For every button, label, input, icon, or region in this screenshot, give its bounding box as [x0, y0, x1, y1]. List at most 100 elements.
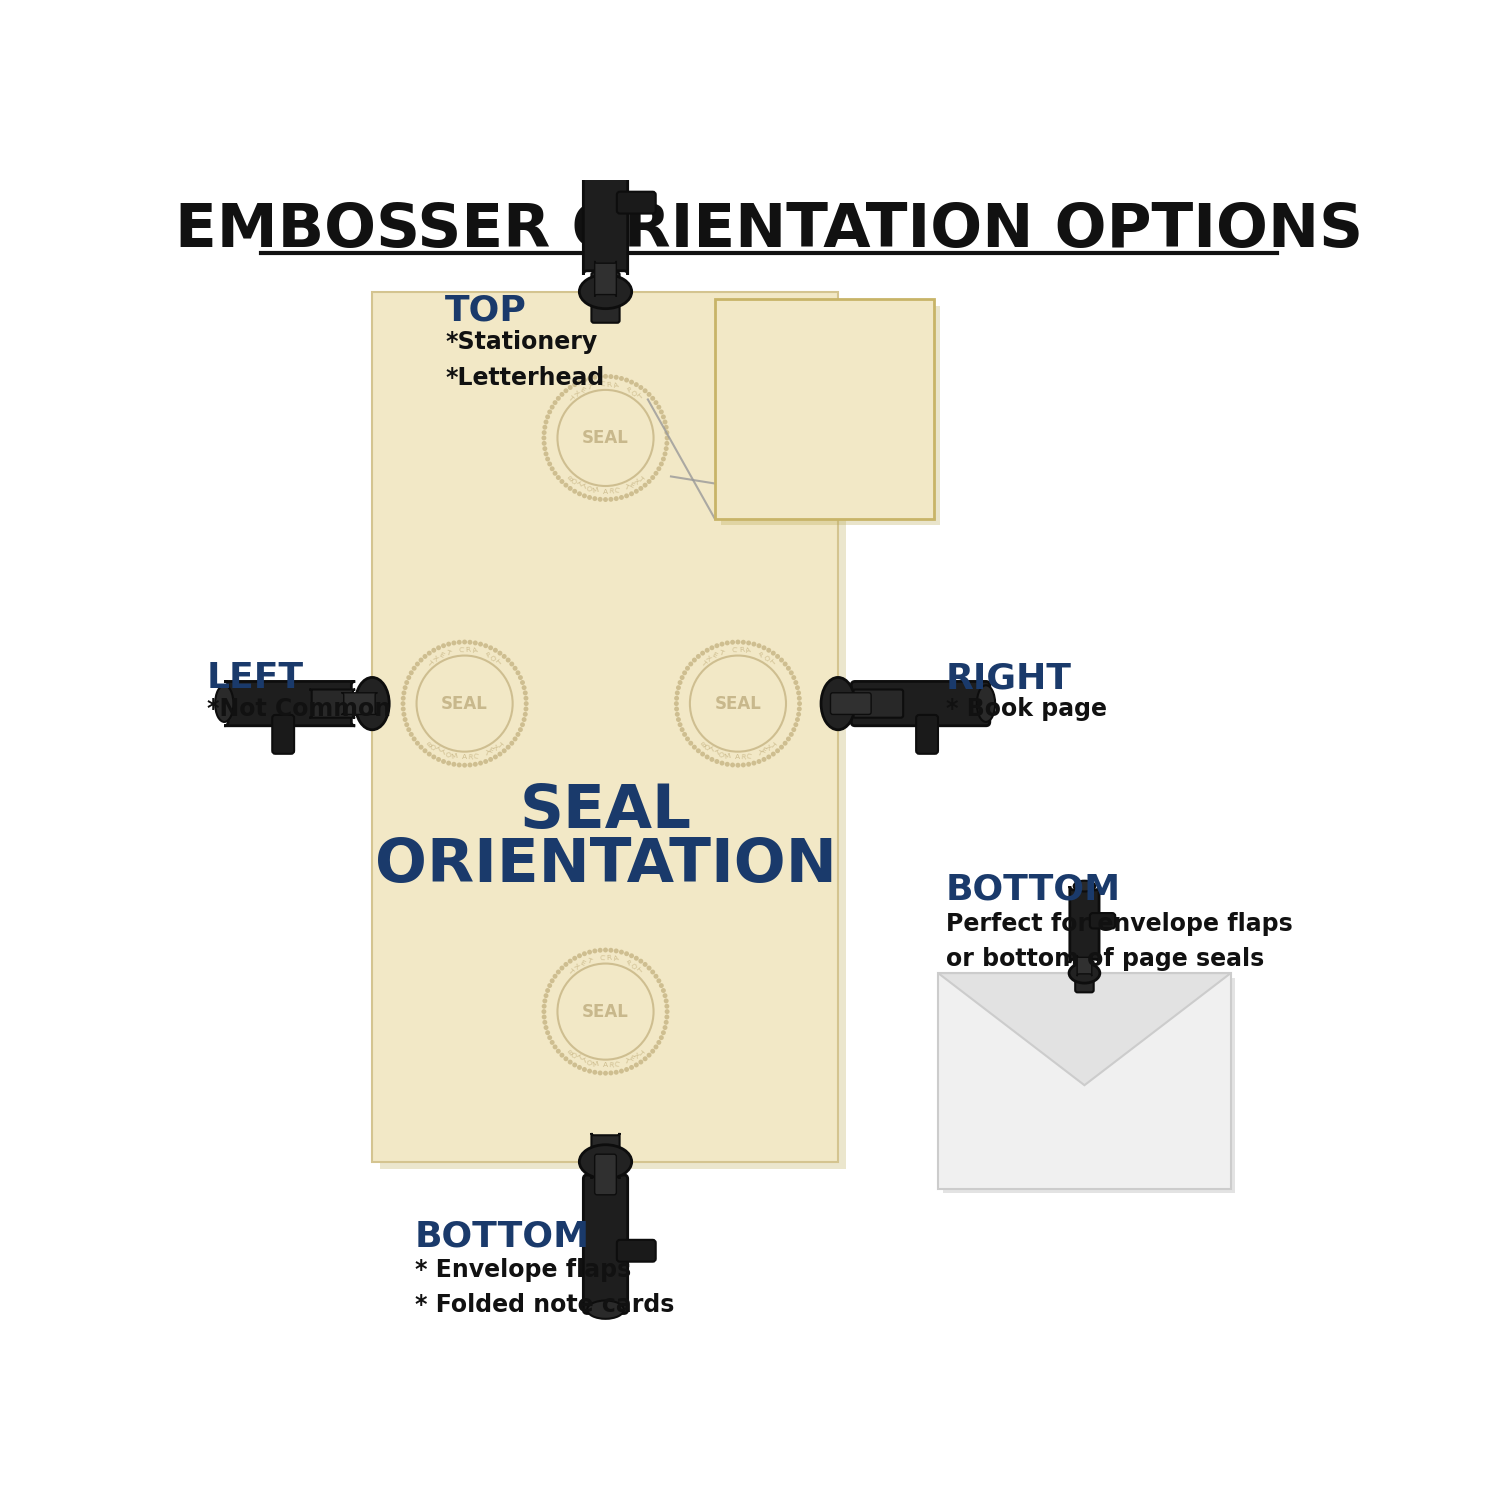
Text: T: T — [638, 393, 645, 400]
Circle shape — [870, 476, 876, 482]
Text: T: T — [636, 1048, 644, 1056]
Ellipse shape — [214, 686, 234, 722]
Circle shape — [578, 954, 582, 958]
Text: T: T — [496, 660, 504, 668]
Text: E: E — [579, 960, 585, 968]
Text: T: T — [699, 660, 706, 668]
Circle shape — [662, 1030, 666, 1035]
Circle shape — [549, 466, 555, 471]
Text: M: M — [591, 1060, 598, 1068]
Circle shape — [650, 1048, 656, 1053]
Text: E: E — [627, 482, 634, 489]
Text: R: R — [1084, 1024, 1089, 1029]
Circle shape — [518, 728, 524, 732]
Circle shape — [597, 1071, 603, 1076]
Circle shape — [678, 722, 682, 728]
Circle shape — [552, 400, 558, 405]
Circle shape — [796, 690, 801, 696]
Text: T: T — [1094, 1078, 1098, 1084]
Circle shape — [543, 420, 549, 424]
Circle shape — [564, 483, 568, 488]
Circle shape — [807, 322, 813, 328]
Circle shape — [692, 657, 698, 663]
FancyBboxPatch shape — [616, 192, 656, 213]
Circle shape — [796, 696, 802, 700]
Circle shape — [828, 490, 836, 496]
Circle shape — [1113, 1068, 1114, 1070]
Circle shape — [864, 478, 870, 486]
Circle shape — [542, 441, 546, 446]
Circle shape — [736, 413, 744, 420]
Circle shape — [560, 1053, 564, 1058]
Circle shape — [586, 376, 592, 381]
Text: T: T — [717, 650, 724, 657]
Circle shape — [634, 489, 639, 494]
Circle shape — [772, 336, 780, 344]
Text: R: R — [608, 488, 613, 495]
Text: R: R — [606, 956, 612, 962]
Circle shape — [741, 640, 746, 645]
Text: X: X — [490, 744, 498, 752]
Text: C: C — [1080, 1024, 1084, 1029]
Text: E: E — [1070, 1028, 1074, 1032]
Text: SEAL: SEAL — [714, 694, 762, 712]
Circle shape — [1114, 1046, 1118, 1048]
Text: T: T — [770, 660, 777, 668]
Circle shape — [1112, 1070, 1114, 1072]
Circle shape — [1053, 1042, 1056, 1046]
Circle shape — [513, 736, 517, 741]
Circle shape — [1083, 1086, 1086, 1089]
Text: C: C — [1088, 1080, 1092, 1086]
Circle shape — [400, 706, 405, 711]
Text: T: T — [790, 471, 801, 483]
Circle shape — [578, 380, 582, 384]
Circle shape — [850, 486, 856, 492]
Circle shape — [567, 486, 573, 490]
Circle shape — [543, 999, 548, 1004]
Circle shape — [1054, 1040, 1056, 1042]
Circle shape — [1060, 1030, 1064, 1033]
Text: R: R — [606, 381, 612, 387]
Circle shape — [800, 324, 806, 330]
Text: R: R — [1084, 1080, 1089, 1086]
Circle shape — [1104, 1029, 1107, 1032]
Circle shape — [1052, 1053, 1053, 1056]
Circle shape — [692, 744, 698, 750]
Circle shape — [843, 488, 850, 495]
Text: T: T — [849, 471, 858, 483]
Circle shape — [796, 700, 802, 706]
Circle shape — [614, 1070, 618, 1074]
Circle shape — [1072, 1084, 1074, 1086]
Text: R: R — [608, 1062, 613, 1068]
Text: T: T — [1100, 1030, 1106, 1036]
Circle shape — [1052, 1048, 1054, 1050]
Circle shape — [1080, 1022, 1083, 1025]
Circle shape — [724, 640, 729, 645]
Text: BOTTOM: BOTTOM — [946, 873, 1120, 907]
Text: O: O — [1074, 1078, 1078, 1084]
Circle shape — [880, 346, 888, 352]
Circle shape — [700, 651, 705, 656]
Text: B: B — [426, 741, 433, 748]
Circle shape — [815, 490, 821, 496]
Ellipse shape — [586, 1300, 624, 1318]
Text: A: A — [821, 478, 828, 488]
Circle shape — [663, 1020, 669, 1025]
Circle shape — [663, 424, 669, 429]
Ellipse shape — [586, 135, 624, 153]
Circle shape — [828, 321, 836, 328]
Circle shape — [446, 760, 452, 765]
Circle shape — [1096, 1083, 1100, 1086]
Circle shape — [620, 950, 624, 954]
Circle shape — [556, 1048, 561, 1053]
Circle shape — [783, 662, 788, 666]
Circle shape — [856, 328, 864, 336]
Circle shape — [634, 382, 639, 387]
Circle shape — [642, 1056, 648, 1062]
Text: E: E — [760, 747, 766, 754]
Circle shape — [548, 410, 552, 414]
Circle shape — [1112, 1038, 1114, 1040]
Circle shape — [478, 760, 483, 765]
Circle shape — [891, 454, 897, 460]
Text: C: C — [614, 488, 620, 494]
